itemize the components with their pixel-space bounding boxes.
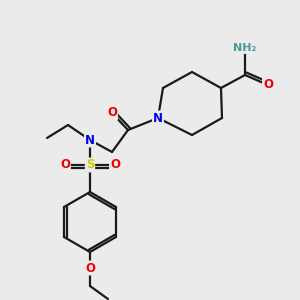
Text: O: O bbox=[263, 79, 273, 92]
Text: S: S bbox=[86, 158, 94, 172]
Text: N: N bbox=[85, 134, 95, 146]
Text: N: N bbox=[153, 112, 163, 124]
Text: O: O bbox=[85, 262, 95, 275]
Text: NH₂: NH₂ bbox=[233, 43, 257, 53]
Text: O: O bbox=[110, 158, 120, 172]
Text: O: O bbox=[60, 158, 70, 172]
Text: O: O bbox=[107, 106, 117, 119]
